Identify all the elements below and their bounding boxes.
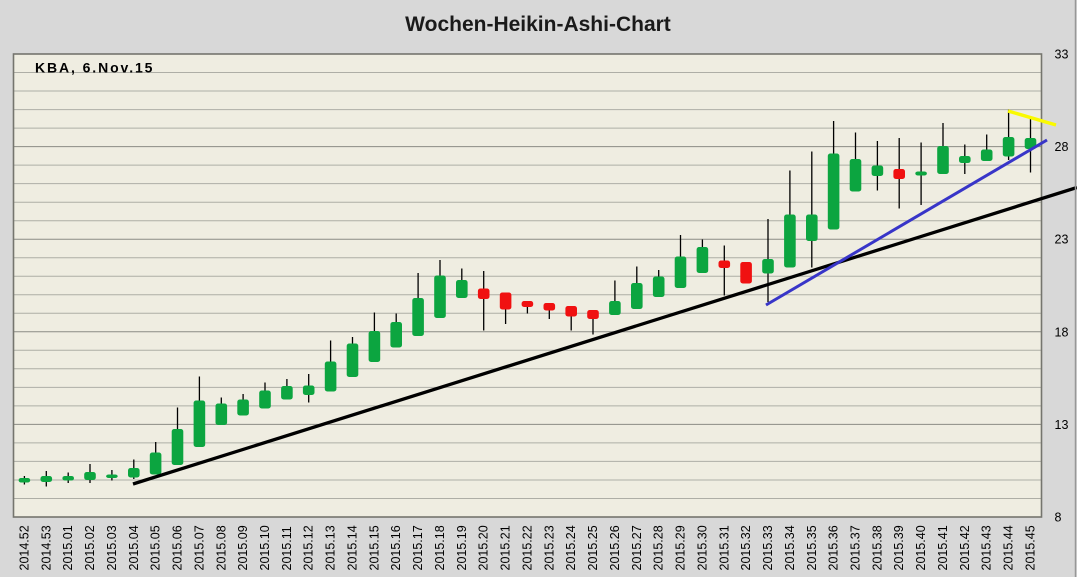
svg-text:2014.52: 2014.52	[17, 525, 31, 570]
svg-text:2015.05: 2015.05	[149, 525, 163, 570]
svg-text:2015.16: 2015.16	[389, 525, 403, 570]
svg-text:2015.13: 2015.13	[324, 525, 338, 570]
svg-text:2015.33: 2015.33	[761, 525, 775, 570]
svg-text:2015.11: 2015.11	[280, 526, 294, 570]
svg-text:2015.25: 2015.25	[586, 525, 600, 570]
svg-text:2015.10: 2015.10	[258, 525, 272, 570]
svg-text:2015.07: 2015.07	[192, 525, 206, 570]
svg-text:23: 23	[1055, 233, 1069, 247]
svg-text:2015.23: 2015.23	[542, 525, 556, 570]
svg-text:2015.01: 2015.01	[61, 525, 75, 570]
svg-text:28: 28	[1055, 140, 1069, 154]
svg-text:2015.41: 2015.41	[936, 525, 950, 570]
svg-text:13: 13	[1055, 418, 1069, 432]
svg-text:2015.22: 2015.22	[520, 525, 534, 570]
svg-text:2015.06: 2015.06	[171, 525, 185, 570]
svg-text:2014.53: 2014.53	[39, 525, 53, 570]
svg-text:2015.04: 2015.04	[127, 525, 141, 570]
svg-text:8: 8	[1055, 511, 1062, 525]
svg-text:2015.43: 2015.43	[980, 525, 994, 570]
svg-text:2015.42: 2015.42	[958, 525, 972, 570]
svg-text:18: 18	[1055, 325, 1069, 339]
svg-text:2015.32: 2015.32	[739, 525, 753, 570]
svg-text:2015.08: 2015.08	[214, 525, 228, 570]
svg-text:2015.29: 2015.29	[674, 525, 688, 570]
svg-text:2015.21: 2015.21	[499, 525, 513, 570]
svg-text:2015.28: 2015.28	[652, 525, 666, 570]
svg-text:2015.02: 2015.02	[83, 525, 97, 570]
svg-text:2015.38: 2015.38	[870, 525, 884, 570]
svg-text:2015.19: 2015.19	[455, 525, 469, 570]
svg-text:2015.09: 2015.09	[236, 525, 250, 570]
svg-text:2015.45: 2015.45	[1024, 525, 1038, 570]
svg-text:2015.20: 2015.20	[477, 525, 491, 570]
svg-text:Wochen-Heikin-Ashi-Chart: Wochen-Heikin-Ashi-Chart	[405, 13, 671, 36]
svg-text:2015.36: 2015.36	[827, 525, 841, 570]
svg-text:2015.34: 2015.34	[783, 525, 797, 570]
svg-text:2015.12: 2015.12	[302, 525, 316, 570]
svg-text:2015.31: 2015.31	[717, 525, 731, 570]
svg-text:2015.30: 2015.30	[695, 525, 709, 570]
svg-text:2015.24: 2015.24	[564, 525, 578, 570]
svg-text:2015.03: 2015.03	[105, 525, 119, 570]
svg-text:2015.37: 2015.37	[849, 525, 863, 570]
svg-text:2015.14: 2015.14	[346, 525, 360, 570]
svg-text:2015.26: 2015.26	[608, 525, 622, 570]
svg-text:2015.40: 2015.40	[914, 525, 928, 570]
svg-text:2015.15: 2015.15	[367, 525, 381, 570]
svg-text:2015.27: 2015.27	[630, 525, 644, 570]
svg-text:2015.44: 2015.44	[1002, 525, 1016, 570]
svg-text:KBA, 6.Nov.15: KBA, 6.Nov.15	[35, 60, 154, 76]
svg-text:2015.18: 2015.18	[433, 525, 447, 570]
svg-text:2015.39: 2015.39	[892, 525, 906, 570]
svg-text:2015.17: 2015.17	[411, 525, 425, 570]
svg-text:33: 33	[1055, 48, 1069, 62]
svg-text:2015.35: 2015.35	[805, 525, 819, 570]
